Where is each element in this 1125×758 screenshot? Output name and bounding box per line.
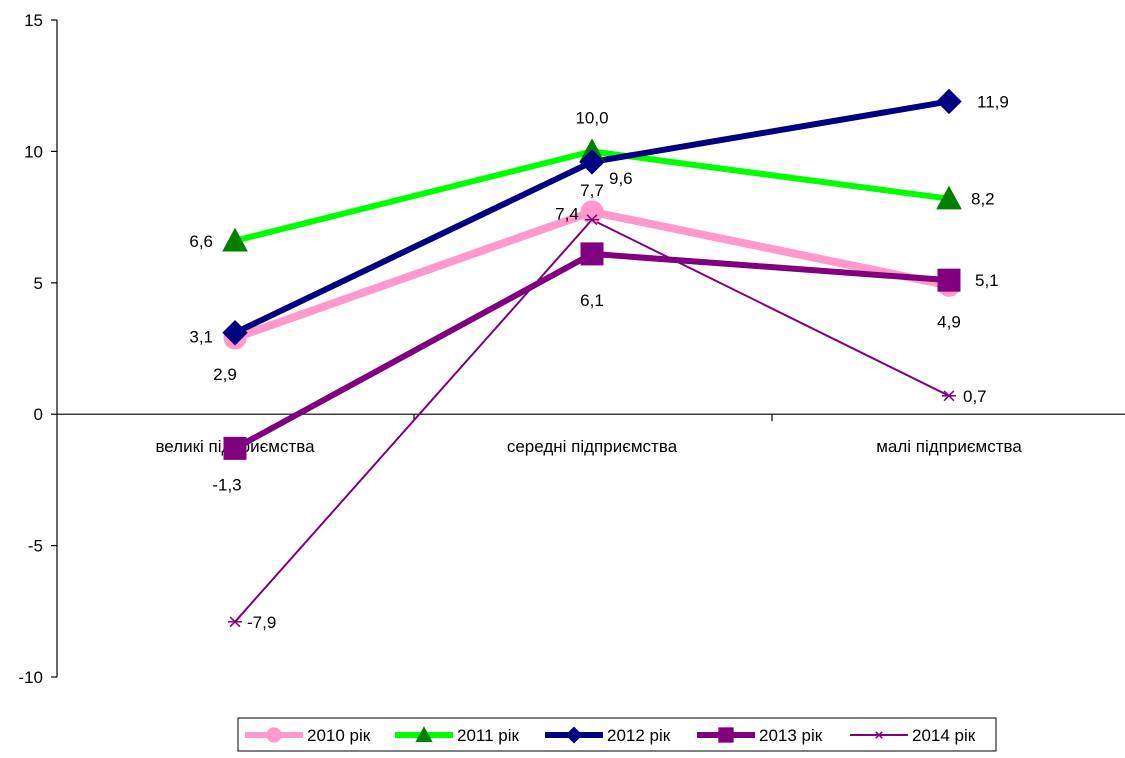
legend-item: 2013 рік xyxy=(697,726,823,745)
data-label: 3,1 xyxy=(189,328,213,347)
legend-swatch-marker xyxy=(266,727,282,743)
data-point xyxy=(585,214,599,226)
y-tick-label: 5 xyxy=(34,274,43,293)
y-tick-label: 0 xyxy=(34,405,43,424)
data-point xyxy=(937,268,961,292)
legend-item: 2012 рік xyxy=(545,726,671,745)
data-label: 6,6 xyxy=(189,232,213,251)
data-point xyxy=(942,390,956,402)
y-tick-label: 15 xyxy=(24,11,43,30)
legend-item: 2011 рік xyxy=(395,726,520,745)
y-tick-label: 10 xyxy=(24,142,43,161)
data-label: 9,6 xyxy=(609,169,633,188)
legend-item: 2014 рік xyxy=(850,726,976,745)
legend-swatch-marker xyxy=(718,727,734,743)
data-label: 6,1 xyxy=(580,291,604,310)
legend-label: 2010 рік xyxy=(307,726,371,745)
data-point xyxy=(580,242,604,266)
data-label: -7,9 xyxy=(247,613,276,632)
legend-label: 2011 рік xyxy=(457,726,520,745)
data-label: 4,9 xyxy=(937,312,961,331)
x-category-label: малі підприємства xyxy=(876,437,1022,456)
star-stroke xyxy=(586,214,598,226)
y-tick-label: -10 xyxy=(18,668,43,687)
star-stroke xyxy=(943,390,955,402)
data-point xyxy=(936,185,962,210)
data-label: 11,9 xyxy=(977,92,1009,111)
star-stroke xyxy=(229,616,241,628)
data-point xyxy=(222,227,248,252)
data-label: 2,9 xyxy=(213,365,237,384)
data-label: 7,7 xyxy=(580,181,604,200)
data-labels-layer: 2,9 7,7 4,9 6,6 10,0 8,2 3,1 9,6 11,9 -1,3 6,1 5,1 -… xyxy=(189,92,1008,631)
data-label: 10,0 xyxy=(575,108,608,127)
series-markers-layer xyxy=(222,88,962,628)
legend-swatch-marker xyxy=(565,726,583,744)
legend-swatch-marker xyxy=(415,726,433,743)
legend-label: 2012 рік xyxy=(607,726,671,745)
legend-label: 2014 рік xyxy=(912,726,976,745)
legend-label: 2013 рік xyxy=(759,726,823,745)
data-label: 8,2 xyxy=(971,190,995,209)
data-point xyxy=(936,88,962,115)
data-point xyxy=(228,616,242,628)
data-label: 5,1 xyxy=(975,271,999,290)
series-lines-layer xyxy=(233,98,950,623)
data-label: 7,4 xyxy=(555,205,579,224)
data-point xyxy=(222,320,248,346)
y-tick-label: -5 xyxy=(28,537,43,556)
legend-item: 2010 рік xyxy=(245,726,371,745)
data-point xyxy=(579,149,605,175)
data-label: -1,3 xyxy=(212,475,241,494)
data-point xyxy=(580,200,604,224)
legend: 2010 рік 2011 рік 2012 рік 2013 рік 2014 рік xyxy=(237,717,997,752)
data-point xyxy=(223,436,247,460)
x-category-label: середні підприємства xyxy=(507,437,678,456)
data-label: 0,7 xyxy=(963,387,987,406)
star-stroke xyxy=(875,731,883,739)
legend-swatch-marker xyxy=(874,731,884,739)
